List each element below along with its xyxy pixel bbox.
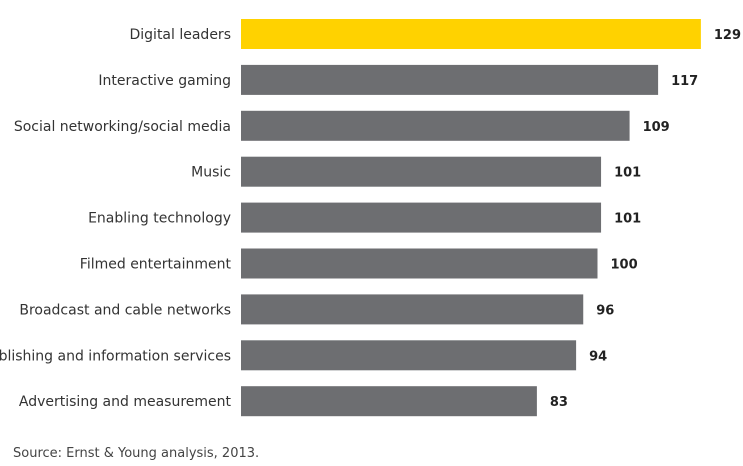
bar-filmed-entertainment [241, 248, 598, 279]
source-note: Source: Ernst & Young analysis, 2013. [13, 446, 260, 461]
value-label: 117 [671, 74, 698, 89]
value-label: 100 [611, 258, 638, 273]
category-label: Enabling technology [88, 211, 231, 227]
value-label: 101 [614, 212, 641, 227]
value-label: 101 [614, 166, 641, 181]
bar-advertising-and-measurement [241, 386, 537, 417]
category-label: Digital leaders [130, 27, 232, 43]
category-label: Music [191, 165, 231, 181]
bar-broadcast-and-cable-networks [241, 294, 584, 325]
bar-enabling-technology [241, 202, 602, 233]
value-label: 83 [550, 395, 568, 410]
value-label: 96 [596, 303, 614, 318]
bar-chart: Digital leaders 129 Interactive gaming 117 S… [0, 19, 741, 417]
bar-social-networking-social-media [241, 110, 630, 141]
category-label: Social networking/social media [14, 119, 231, 135]
value-label: 129 [714, 28, 741, 43]
category-label: Publishing and information services [0, 348, 231, 364]
bar-digital-leaders [241, 19, 701, 49]
category-label: Advertising and measurement [19, 394, 232, 410]
bar-publishing-and-information-services [241, 340, 577, 371]
value-label: 109 [643, 120, 670, 135]
category-label: Broadcast and cable networks [19, 302, 231, 318]
category-label: Interactive gaming [98, 73, 231, 89]
category-label: Filmed entertainment [80, 257, 232, 273]
value-label: 94 [589, 349, 607, 364]
bar-music [241, 156, 602, 187]
bar-interactive-gaming [241, 64, 659, 95]
